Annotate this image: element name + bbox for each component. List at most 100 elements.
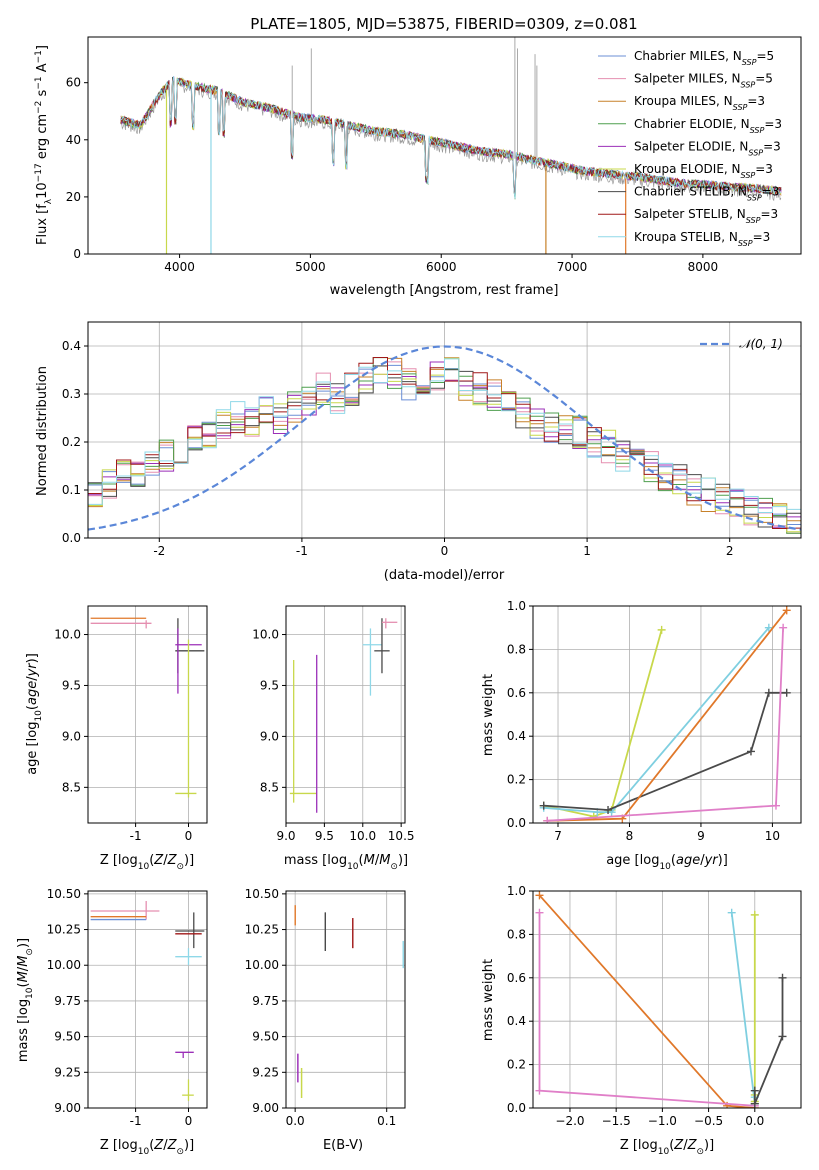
- weight-age-xlabel: age [log10(age/yr)]: [606, 853, 728, 872]
- label-part: (: [671, 853, 676, 868]
- legend-entry: Kroupa ELODIE, NSSP=3: [634, 162, 773, 180]
- axes-frame: [532, 890, 802, 1109]
- plot-contents: [90, 900, 205, 1101]
- label-part: Z: [167, 853, 178, 868]
- x-tick-label: 9.5: [315, 829, 334, 843]
- weight-marker: [764, 623, 773, 632]
- y-tick-label: 0.0: [507, 816, 526, 830]
- label-part: )]: [718, 853, 728, 868]
- legend-entry: Salpeter MILES, NSSP=5: [634, 72, 773, 90]
- label-part: mass [log: [284, 853, 347, 868]
- weight-marker: [535, 908, 544, 917]
- plot-contents: [294, 905, 404, 1099]
- x-tick-label: 8: [626, 829, 634, 843]
- y-tick-label: 9.25: [54, 1065, 81, 1079]
- label-part: ⊙: [176, 862, 184, 872]
- x-tick-label: 10: [765, 829, 780, 843]
- weight-marker: [750, 1086, 759, 1095]
- y-tick-label: 0.6: [507, 686, 526, 700]
- label-part: (: [359, 853, 364, 868]
- axes-frame: [285, 890, 406, 1109]
- label-part: )]: [184, 1138, 194, 1153]
- y-tick-label: 0.2: [507, 1058, 526, 1072]
- x-tick-label: 0.0: [286, 1114, 305, 1128]
- mass-weight-vs-metallicity-panel: −2.0 −1.5 −1.0 −0.5 0.0 0.0 0.2 0.4 0.6 0.8 1.0 Z […: [507, 884, 802, 1157]
- y-tick-label: 10.0: [54, 628, 81, 642]
- weight-marker: [771, 801, 780, 810]
- x-tick-label: -1: [296, 544, 308, 558]
- y-tick-label: 9.50: [252, 1030, 279, 1044]
- label-part: (: [16, 982, 31, 987]
- ebv-xlabel: E(B-V): [323, 1138, 363, 1153]
- plot-contents: [289, 618, 398, 813]
- label-part: −2: [34, 101, 44, 114]
- legend-entry-normal: 𝒩(0, 1): [739, 337, 783, 351]
- x-tick-label: 4000: [164, 260, 195, 274]
- normal-curve: [88, 345, 801, 531]
- mass-panel-xlabel: mass [log10(M/M⊙)]: [284, 853, 408, 872]
- y-tick-label: 9.75: [252, 994, 279, 1008]
- label-part: )]: [704, 1138, 714, 1153]
- x-tick-label: -2: [153, 544, 165, 558]
- label-part: ⊙: [390, 862, 398, 872]
- y-tick-label: 10.25: [47, 923, 81, 937]
- weight-line: [753, 977, 784, 1105]
- label-part: λ: [44, 198, 54, 204]
- weight-marker: [604, 805, 613, 814]
- label-part: 10: [347, 862, 359, 872]
- x-tick-label: −1.0: [648, 1114, 677, 1128]
- x-tick-label: 0: [441, 544, 449, 558]
- weight-marker: [727, 908, 736, 917]
- y-tick-label: 0.3: [62, 387, 81, 401]
- y-tick-label: 9.5: [62, 678, 81, 692]
- y-tick-label: 0.2: [507, 773, 526, 787]
- x-tick-label: 0: [185, 1114, 193, 1128]
- label-part: ⊙: [176, 1147, 184, 1157]
- label-part: )]: [16, 938, 31, 948]
- label-part: age [log: [606, 853, 659, 868]
- weight-marker: [750, 1099, 759, 1108]
- axes-frame: [532, 605, 802, 824]
- axes-frame: [87, 890, 208, 1109]
- x-tick-label: 0.1: [377, 1114, 396, 1128]
- x-tick-label: 2: [726, 544, 734, 558]
- weight-marker: [746, 747, 755, 756]
- label-part: A: [35, 63, 50, 76]
- axes-frame: [87, 36, 802, 255]
- weight-marker: [535, 1086, 544, 1095]
- spectrum-panel: 4000 5000 6000 7000 8000 0 20 40 60 Flux [fλ10−17…: [34, 36, 802, 274]
- histogram-kroupa-stelib: [88, 358, 801, 513]
- label-part: 10: [25, 987, 35, 999]
- weight-line: [543, 629, 663, 818]
- weight-marker: [778, 1032, 787, 1041]
- y-tick-label: 10.0: [252, 628, 279, 642]
- spectrum-xlabel: wavelength [Angstrom, rest frame]: [330, 283, 559, 298]
- x-tick-label: 7000: [557, 260, 588, 274]
- y-tick-label: 10.25: [245, 923, 279, 937]
- x-tick-label: 9.0: [276, 829, 295, 843]
- x-tick-label: -1: [130, 829, 142, 843]
- plot-area: [88, 606, 207, 823]
- label-part: Z: [153, 853, 164, 868]
- x-tick-label: −0.5: [694, 1114, 723, 1128]
- label-part: yr: [704, 853, 720, 868]
- label-part: Z: [167, 1138, 178, 1153]
- label-part: yr: [25, 662, 40, 678]
- label-part: M: [379, 853, 390, 868]
- mass-z-xlabel: Z [log10(Z/Z⊙)]: [100, 1138, 194, 1157]
- y-tick-label: 0.8: [507, 642, 526, 656]
- label-part: 10: [35, 182, 50, 199]
- y-tick-label: 40: [66, 133, 81, 147]
- weight-marker: [539, 801, 548, 810]
- figure-title: PLATE=1805, MJD=53875, FIBERID=0309, z=0…: [250, 15, 637, 33]
- histogram-ylabel: Normed distribution: [35, 366, 50, 496]
- y-tick-label: 0.4: [62, 339, 81, 353]
- mass-weight-ylabel-1: mass weight: [481, 674, 496, 756]
- plot-contents: [88, 345, 801, 534]
- x-tick-label: 8000: [688, 260, 719, 274]
- label-part: 10: [138, 1147, 150, 1157]
- label-part: 10: [34, 710, 44, 722]
- weight-marker: [779, 623, 788, 632]
- x-tick-label: 0.0: [745, 1114, 764, 1128]
- label-part: M: [364, 853, 375, 868]
